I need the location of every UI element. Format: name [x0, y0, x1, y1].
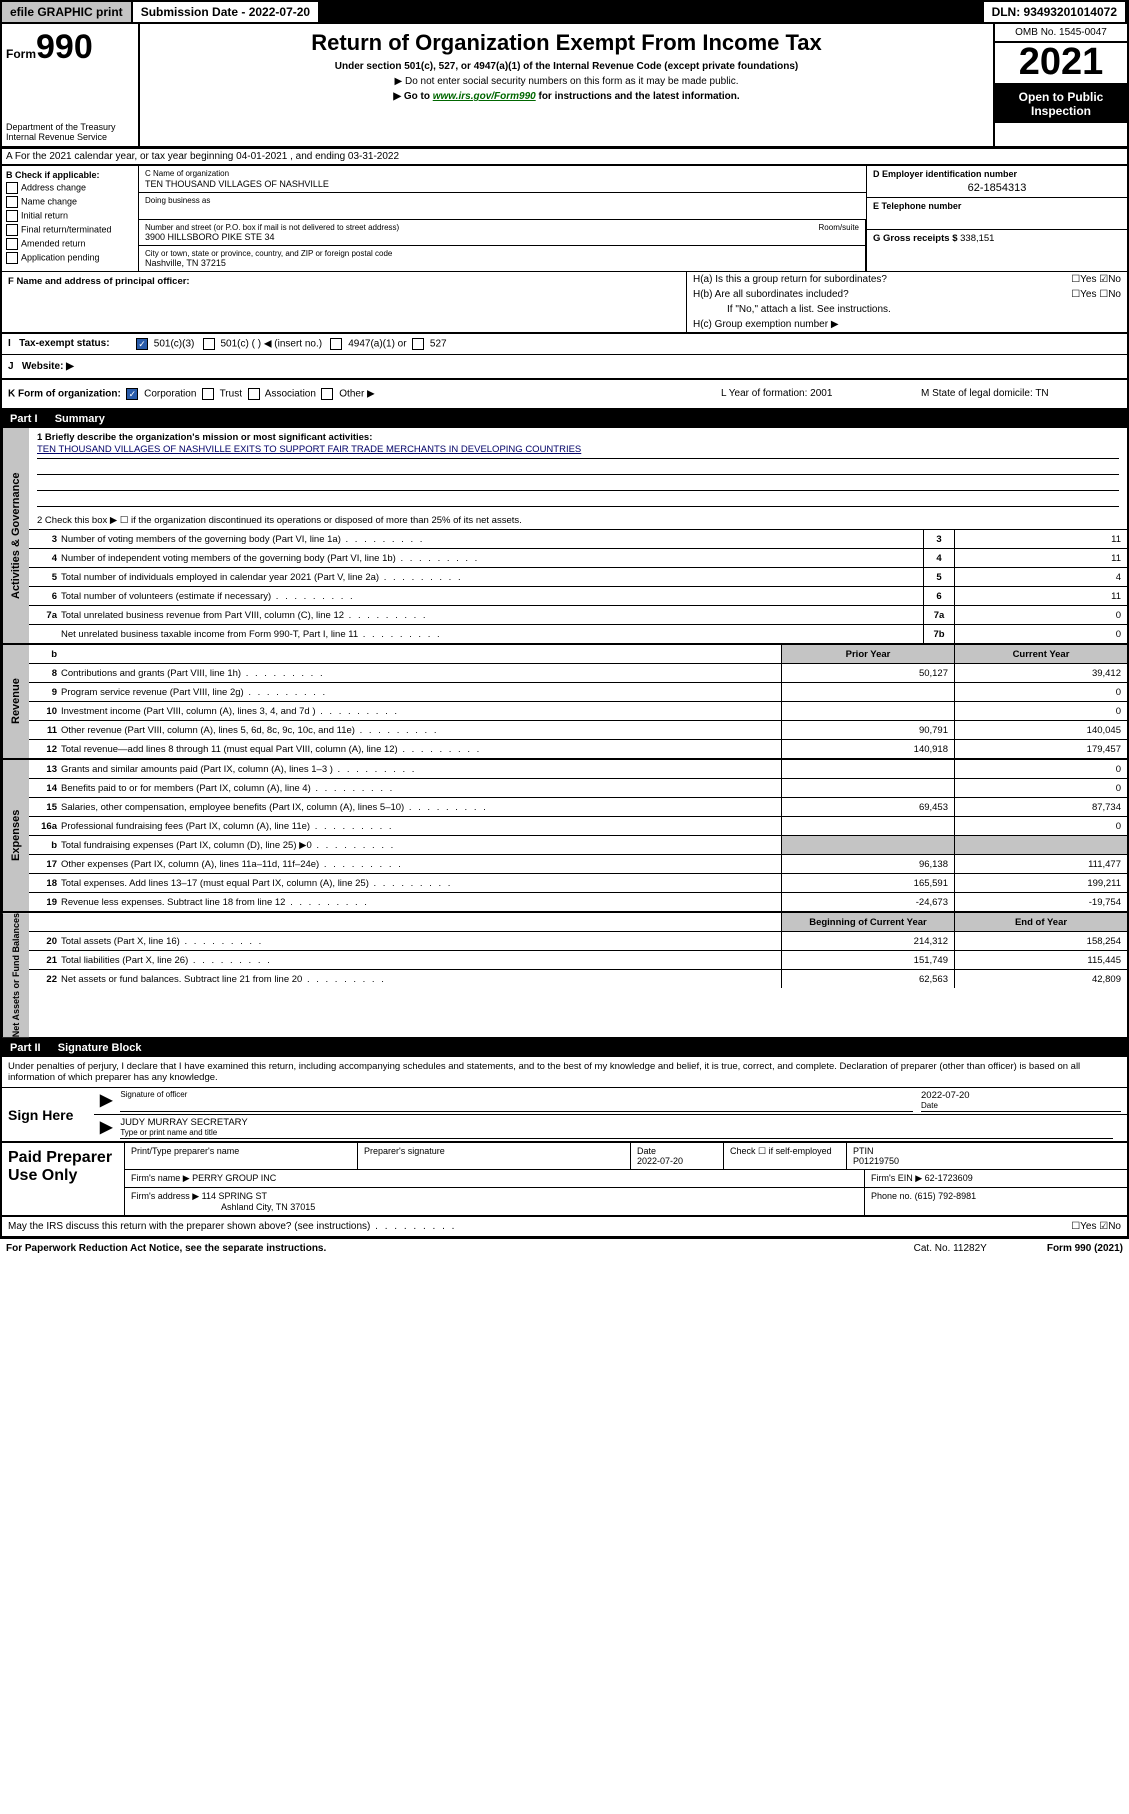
section-i: I Tax-exempt status: ✓ 501(c)(3) 501(c) … [0, 334, 1129, 355]
h-a: H(a) Is this a group return for subordin… [687, 272, 1127, 287]
section-b: B Check if applicable: Address change Na… [2, 166, 139, 271]
form-subtitle: Under section 501(c), 527, or 4947(a)(1)… [144, 61, 989, 72]
vlabel-exp: Expenses [2, 760, 29, 911]
summary-row: Net unrelated business taxable income fr… [29, 625, 1127, 643]
row-a-tax-year: A For the 2021 calendar year, or tax yea… [0, 148, 1129, 166]
dept-treasury: Department of the Treasury Internal Reve… [6, 122, 134, 142]
principal-officer-lbl: F Name and address of principal officer: [8, 276, 680, 287]
chk-amended[interactable]: Amended return [6, 238, 134, 250]
signature-block: Under penalties of perjury, I declare th… [0, 1057, 1129, 1143]
section-b-through-g: B Check if applicable: Address change Na… [0, 166, 1129, 271]
year-formation: L Year of formation: 2001 [721, 388, 921, 400]
summary-row: 12Total revenue—add lines 8 through 11 (… [29, 740, 1127, 758]
form-number: Form990 [6, 28, 134, 67]
irs-link[interactable]: www.irs.gov/Form990 [433, 91, 536, 102]
city-state-zip: Nashville, TN 37215 [145, 258, 859, 268]
efile-label[interactable]: efile GRAPHIC print [2, 2, 133, 22]
chk-501c3[interactable]: ✓ [136, 338, 148, 350]
vlabel-ag: Activities & Governance [2, 428, 29, 643]
form-title: Return of Organization Exempt From Incom… [144, 30, 989, 56]
revenue-section: Revenue bPrior YearCurrent Year 8Contrib… [0, 645, 1129, 760]
part-1-header: Part I Summary [0, 410, 1129, 428]
summary-row: 14Benefits paid to or for members (Part … [29, 779, 1127, 798]
summary-row: 17Other expenses (Part IX, column (A), l… [29, 855, 1127, 874]
paid-preparer-label: Paid Preparer Use Only [2, 1143, 125, 1215]
public-inspection: Open to Public Inspection [995, 85, 1127, 123]
summary-row: 21Total liabilities (Part X, line 26)151… [29, 951, 1127, 970]
paid-preparer: Paid Preparer Use Only Print/Type prepar… [0, 1143, 1129, 1217]
summary-row: 15Salaries, other compensation, employee… [29, 798, 1127, 817]
phone-box: E Telephone number [867, 198, 1127, 230]
state-domicile: M State of legal domicile: TN [921, 388, 1121, 400]
mission-text: TEN THOUSAND VILLAGES OF NASHVILLE EXITS… [37, 443, 1119, 459]
ein: 62-1854313 [873, 182, 1121, 194]
summary-row: 6Total number of volunteers (estimate if… [29, 587, 1127, 606]
net-assets-section: Net Assets or Fund Balances Beginning of… [0, 913, 1129, 1039]
vlabel-na: Net Assets or Fund Balances [2, 913, 29, 1037]
ptin: P01219750 [853, 1156, 899, 1166]
h-c: H(c) Group exemption number ▶ [687, 317, 1127, 332]
summary-row: 10Investment income (Part VIII, column (… [29, 702, 1127, 721]
dba-box: Doing business as [139, 193, 866, 220]
may-discuss: May the IRS discuss this return with the… [0, 1217, 1129, 1238]
tax-year: 2021 [995, 43, 1127, 85]
vlabel-rev: Revenue [2, 645, 29, 758]
perjury-declaration: Under penalties of perjury, I declare th… [2, 1057, 1127, 1087]
submission-date: Submission Date - 2022-07-20 [133, 2, 320, 22]
summary-row: 9Program service revenue (Part VIII, lin… [29, 683, 1127, 702]
summary-row: 11Other revenue (Part VIII, column (A), … [29, 721, 1127, 740]
summary-row: 3Number of voting members of the governi… [29, 530, 1127, 549]
sign-here-label: Sign Here [2, 1088, 94, 1141]
h-b: H(b) Are all subordinates included?☐Yes … [687, 287, 1127, 302]
gross-receipts: G Gross receipts $ 338,151 [867, 230, 1127, 247]
form-header: Form990 Department of the Treasury Inter… [0, 24, 1129, 148]
chk-final-return[interactable]: Final return/terminated [6, 224, 134, 236]
firm-phone: (615) 792-8981 [915, 1191, 977, 1201]
summary-row: 20Total assets (Part X, line 16)214,3121… [29, 932, 1127, 951]
chk-pending[interactable]: Application pending [6, 252, 134, 264]
chk-address-change[interactable]: Address change [6, 182, 134, 194]
section-j-website: J Website: ▶ [0, 355, 1129, 380]
summary-row: 7aTotal unrelated business revenue from … [29, 606, 1127, 625]
firm-ein: 62-1723609 [925, 1173, 973, 1183]
summary-row: 18Total expenses. Add lines 13–17 (must … [29, 874, 1127, 893]
activities-governance: Activities & Governance 1 Briefly descri… [0, 428, 1129, 645]
summary-row: 5Total number of individuals employed in… [29, 568, 1127, 587]
chk-name-change[interactable]: Name change [6, 196, 134, 208]
ssn-note: ▶ Do not enter social security numbers o… [144, 76, 989, 87]
street-address: 3900 HILLSBORO PIKE STE 34 [145, 232, 859, 242]
summary-row: 13Grants and similar amounts paid (Part … [29, 760, 1127, 779]
summary-row: 19Revenue less expenses. Subtract line 1… [29, 893, 1127, 911]
expenses-section: Expenses 13Grants and similar amounts pa… [0, 760, 1129, 913]
chk-corp[interactable]: ✓ [126, 388, 138, 400]
section-k-l-m: K Form of organization: ✓ Corporation Tr… [0, 380, 1129, 410]
officer-name: JUDY MURRAY SECRETARY [120, 1117, 1113, 1128]
org-name-box: C Name of organization TEN THOUSAND VILL… [139, 166, 866, 193]
summary-row: 22Net assets or fund balances. Subtract … [29, 970, 1127, 988]
page-footer: For Paperwork Reduction Act Notice, see … [0, 1238, 1129, 1258]
summary-row: 4Number of independent voting members of… [29, 549, 1127, 568]
part-2-header: Part II Signature Block [0, 1039, 1129, 1057]
ein-box: D Employer identification number 62-1854… [867, 166, 1127, 198]
dln: DLN: 93493201014072 [984, 2, 1127, 22]
firm-address: 114 SPRING ST [202, 1191, 267, 1201]
org-name: TEN THOUSAND VILLAGES OF NASHVILLE [145, 179, 860, 189]
summary-row: bTotal fundraising expenses (Part IX, co… [29, 836, 1127, 855]
chk-initial-return[interactable]: Initial return [6, 210, 134, 222]
top-bar: efile GRAPHIC print Submission Date - 20… [0, 0, 1129, 24]
summary-row: 16aProfessional fundraising fees (Part I… [29, 817, 1127, 836]
h-b2: If "No," attach a list. See instructions… [687, 302, 1127, 317]
irs-link-line: ▶ Go to www.irs.gov/Form990 for instruct… [144, 91, 989, 102]
summary-row: 8Contributions and grants (Part VIII, li… [29, 664, 1127, 683]
section-f-h: F Name and address of principal officer:… [0, 271, 1129, 334]
firm-name: PERRY GROUP INC [192, 1173, 276, 1183]
